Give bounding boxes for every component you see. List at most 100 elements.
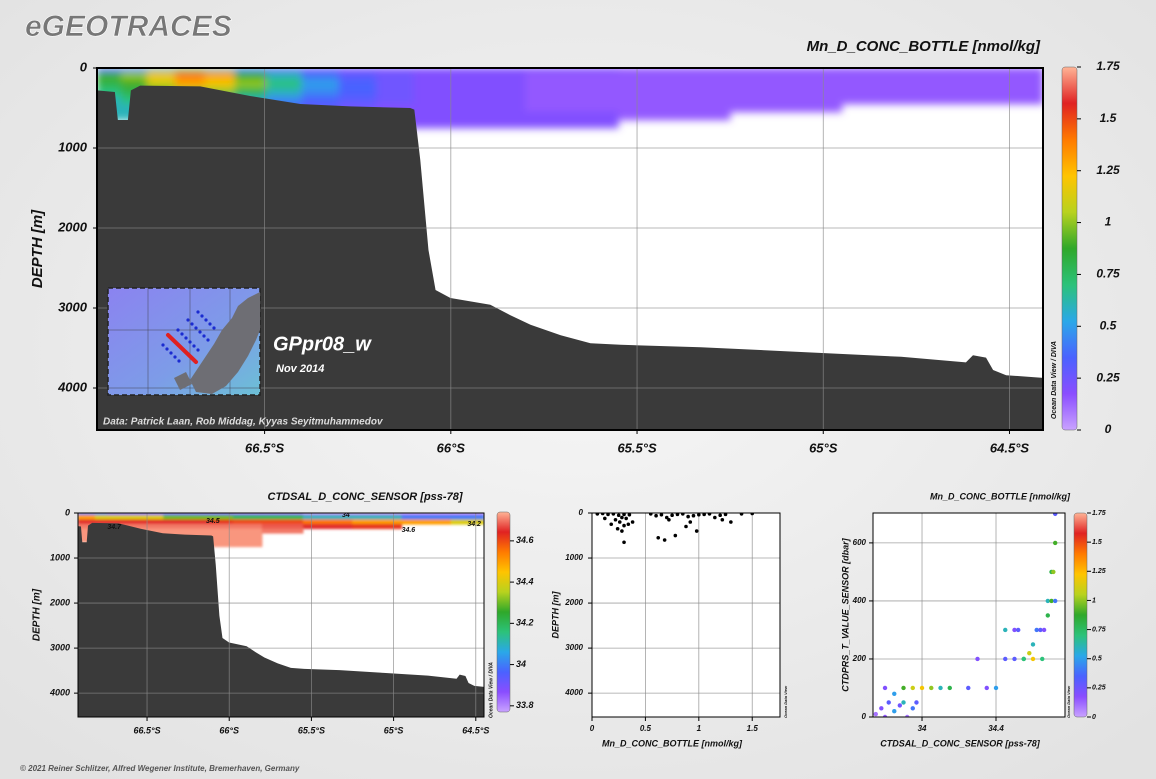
field-cell [266, 87, 303, 97]
colorbar-label: 1 [1092, 597, 1096, 604]
software-label: Ocean Data View [1066, 685, 1071, 718]
field-cell [163, 528, 181, 534]
field-cell [376, 87, 414, 97]
data-point [1051, 569, 1056, 575]
data-point [886, 700, 891, 705]
field-cell [147, 519, 164, 525]
x-tick-label: 65°S [809, 440, 838, 455]
data-point [616, 513, 621, 518]
field-cell [525, 87, 619, 97]
data-point [910, 706, 915, 711]
colorbar-label: 0 [1092, 714, 1096, 721]
y-tick-label: 3000 [565, 643, 583, 652]
chart-title: Mn_D_CONC_BOTTLE [nmol/kg] [807, 38, 1041, 55]
field-cell [338, 71, 377, 81]
field-cell [97, 71, 122, 81]
colorbar-label: 34.6 [516, 535, 535, 545]
field-cell [413, 103, 461, 113]
data-point [656, 535, 661, 540]
data-point [606, 513, 610, 517]
field-cell [133, 514, 149, 521]
field-cell [233, 541, 263, 548]
date-label: Nov 2014 [276, 363, 324, 375]
data-point [617, 520, 622, 524]
y-axis-label: CTDPRS_T_VALUE_SENSOR [dbar] [840, 537, 850, 691]
field-cell [459, 87, 526, 97]
field-cell [338, 95, 377, 105]
data-point [622, 523, 626, 528]
x-tick-label: 34 [918, 724, 927, 733]
data-point [1003, 656, 1008, 662]
x-tick-label: 34.4 [988, 724, 1004, 733]
field-cell [120, 514, 135, 521]
field-cell [413, 119, 461, 129]
data-point [1012, 656, 1017, 662]
colorbar-label: 0 [1105, 422, 1112, 436]
field-cell [179, 514, 197, 521]
field-cell [459, 111, 526, 121]
data-point [684, 524, 688, 529]
data-point [600, 513, 605, 516]
data-point [694, 529, 699, 533]
field-cell [376, 79, 414, 89]
map-track [166, 333, 198, 364]
data-point [622, 540, 626, 545]
x-axis-label: CTDSAL_D_CONC_SENSOR [pss-78] [880, 738, 1041, 748]
data-point [1012, 627, 1017, 633]
x-tick-label: 66.5°S [133, 725, 160, 735]
data-point [654, 513, 658, 518]
field-cell [212, 532, 234, 539]
colorbar-label: 34 [516, 659, 526, 669]
credit-label: Data: Patrick Laan, Rob Middag, Kyyas Se… [103, 417, 384, 428]
colorbar-label: 1 [1105, 215, 1112, 229]
data-point [1049, 598, 1054, 604]
data-point [879, 706, 884, 711]
y-tick-label: 3000 [50, 642, 70, 652]
x-tick-label: 66°S [219, 725, 239, 735]
field-cell [376, 95, 414, 105]
field-cell [525, 95, 619, 105]
field-cell [261, 528, 304, 534]
field-cell [204, 71, 236, 81]
data-point [1040, 656, 1045, 662]
data-point [603, 516, 607, 521]
colorbar-label: 0.5 [1092, 656, 1102, 663]
field-cell [450, 519, 484, 525]
plot-frame [96, 67, 1044, 431]
data-point [1030, 642, 1036, 647]
colorbar-label: 0.75 [1096, 267, 1120, 281]
colorbar-label: 1.5 [1100, 111, 1117, 125]
field-cell [618, 87, 731, 97]
map-land [190, 292, 260, 394]
data-point [691, 513, 696, 518]
field-cell [413, 87, 461, 97]
field-cell [120, 71, 148, 81]
data-point [702, 513, 706, 517]
plot-area [592, 513, 780, 717]
x-tick-label: 64.5°S [462, 725, 489, 735]
field-cell [233, 519, 263, 525]
x-tick-label: 0.5 [640, 724, 652, 733]
data-point [707, 513, 712, 516]
data-point [739, 513, 744, 516]
data-point [662, 538, 667, 542]
x-tick-label: 64.5°S [990, 440, 1030, 455]
data-point [897, 703, 903, 708]
field-cell [78, 519, 85, 525]
data-point [627, 513, 632, 517]
data-point [718, 513, 722, 518]
x-tick-label: 1.5 [747, 724, 759, 733]
field-cell [413, 95, 461, 105]
data-point [673, 533, 678, 538]
field-cell [78, 514, 85, 521]
y-tick-label: 400 [852, 596, 867, 605]
data-point [882, 685, 888, 691]
field-cell [459, 119, 526, 129]
field-cell [618, 71, 731, 81]
field-cell [147, 523, 164, 530]
field-cell [212, 537, 234, 543]
colorbar-label: 0.5 [1100, 318, 1117, 332]
data-point [626, 522, 631, 527]
field-cell [302, 523, 353, 530]
